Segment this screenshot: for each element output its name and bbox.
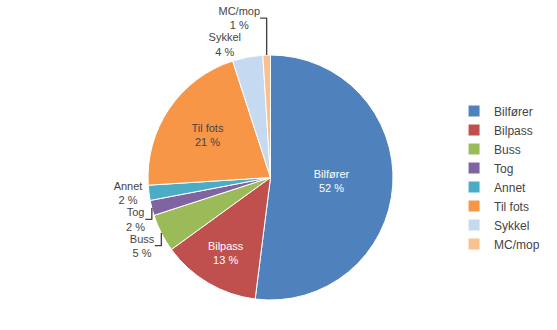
svg-text:Annet: Annet [494,181,526,195]
svg-text:Buss: Buss [494,143,521,157]
svg-text:Annet2 %: Annet2 % [114,180,143,206]
svg-text:Til fots21 %: Til fots21 % [191,122,223,148]
svg-text:Til fots: Til fots [494,200,529,214]
svg-text:Bilfører52 %: Bilfører52 % [314,168,350,194]
svg-text:MC/mop: MC/mop [494,238,540,252]
svg-text:MC/mop1 %: MC/mop1 % [219,5,261,31]
svg-text:Bilpass: Bilpass [494,124,533,138]
svg-text:Sykkel4 %: Sykkel4 % [209,31,241,57]
svg-text:Bilpass13 %: Bilpass13 % [208,240,244,266]
svg-text:Tog: Tog [494,162,513,176]
svg-text:Sykkel: Sykkel [494,219,529,233]
svg-text:Buss5 %: Buss5 % [130,233,155,259]
svg-text:Tog2 %: Tog2 % [126,206,145,232]
svg-text:Bilfører: Bilfører [494,105,533,119]
